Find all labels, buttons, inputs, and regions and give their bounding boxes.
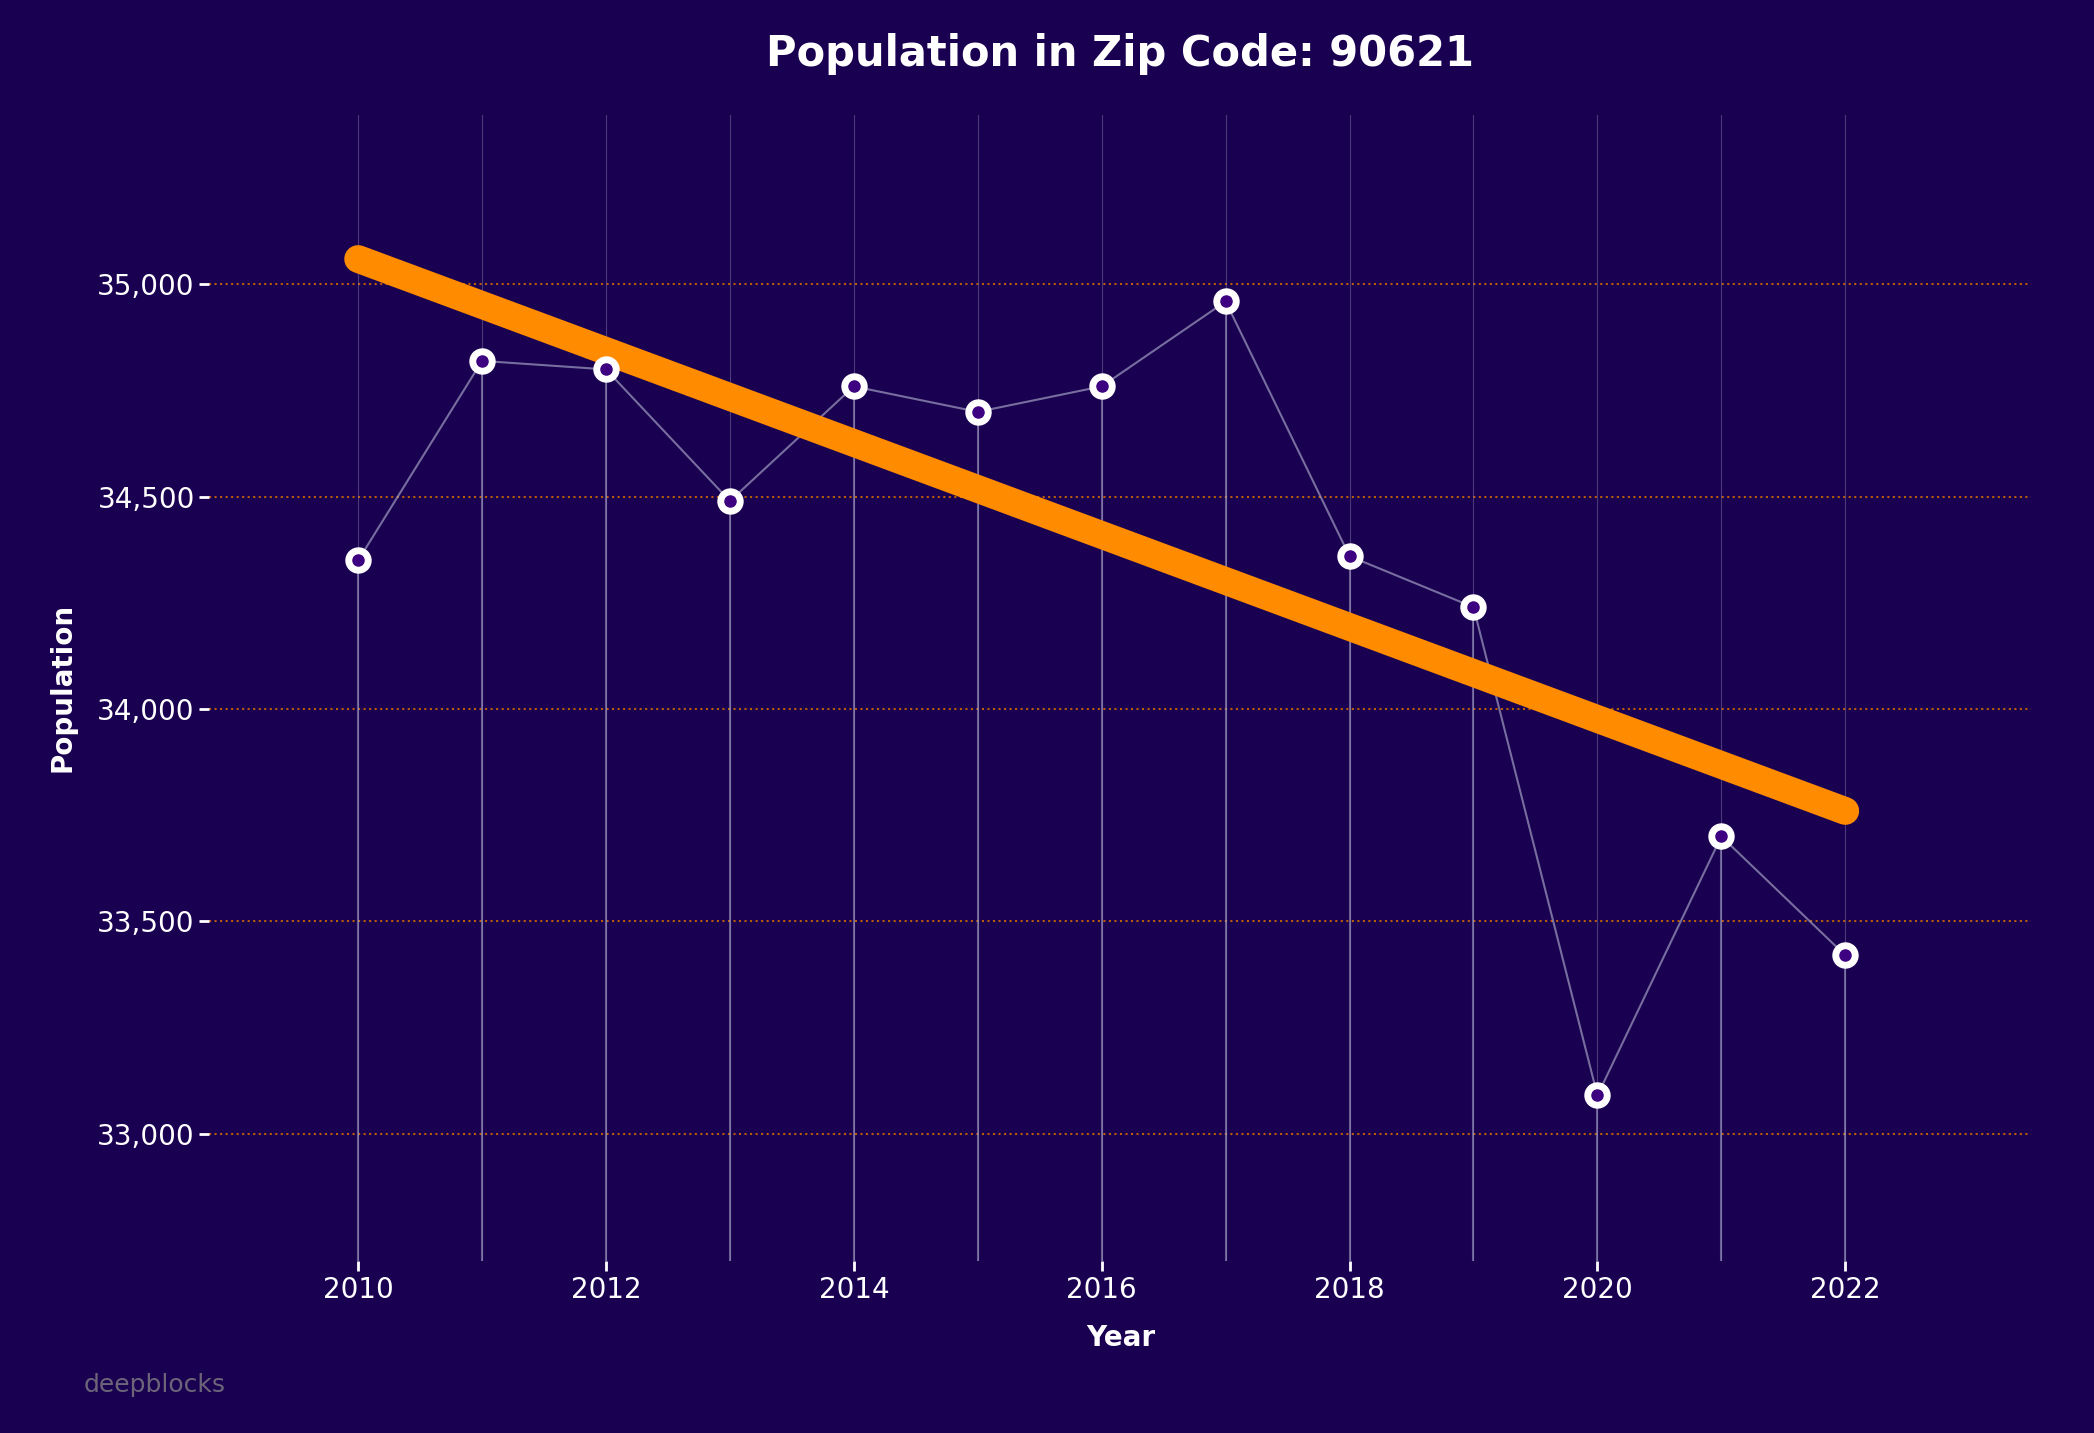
Title: Population in Zip Code: 90621: Population in Zip Code: 90621 bbox=[766, 33, 1474, 75]
Y-axis label: Population: Population bbox=[48, 603, 75, 772]
X-axis label: Year: Year bbox=[1085, 1324, 1156, 1353]
Text: deepblocks: deepblocks bbox=[84, 1373, 226, 1397]
